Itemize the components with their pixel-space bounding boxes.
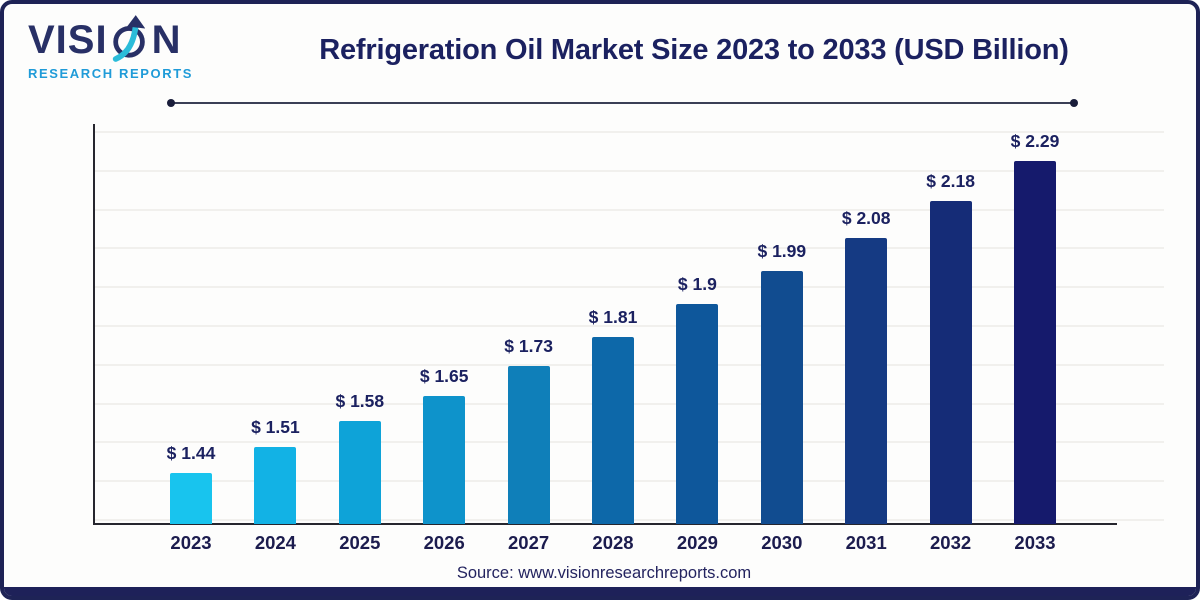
footer-bar <box>4 587 1196 596</box>
bar <box>170 472 212 524</box>
vision-wordmark: VISI N <box>28 14 218 64</box>
bar <box>929 201 972 524</box>
bar <box>592 337 634 524</box>
bar-value-label: $ 2.08 <box>841 208 891 228</box>
bar-year-label: 2028 <box>592 532 634 553</box>
bar-value-label: $ 1.99 <box>757 241 807 261</box>
bar <box>845 238 888 524</box>
gridline <box>94 169 1164 172</box>
bar-value-label: $ 1.44 <box>166 442 216 463</box>
logo-subtitle: RESEARCH REPORTS <box>28 66 194 81</box>
gridline <box>94 286 1164 289</box>
bar <box>338 421 381 524</box>
bar-value-label: $ 1.73 <box>504 336 553 357</box>
gridline <box>94 325 1164 327</box>
gridline <box>94 131 1164 133</box>
bar <box>676 304 719 524</box>
divider-dot-left <box>167 99 175 107</box>
bar <box>507 366 550 524</box>
bar <box>423 395 466 524</box>
source-text: Source: www.visionresearchreports.com <box>456 564 752 582</box>
bar-value-label: $ 2.18 <box>926 171 975 192</box>
divider-dot-right <box>1070 99 1078 107</box>
bar <box>760 271 803 524</box>
x-axis-line <box>93 523 1117 525</box>
title-divider <box>167 99 1078 107</box>
page-title: Refrigeration Oil Market Size 2023 to 20… <box>319 34 1069 66</box>
logo-arrow-icon <box>109 14 151 62</box>
wordmark-end: N <box>151 18 182 62</box>
bar-year-label: 2023 <box>170 532 212 553</box>
gridline <box>94 247 1164 250</box>
bar-year-label: 2025 <box>339 532 381 553</box>
bar-year-label: 2024 <box>254 532 296 553</box>
logo: VISI N RESEARCH REPORTS <box>28 14 218 81</box>
bar-year-label: 2031 <box>845 532 887 553</box>
bar-value-label: $ 1.58 <box>335 391 385 412</box>
bar-chart: $ 1.44 2023 $ 1.51 2024 $ 1.58 2025 $ 1.65 2026… <box>4 4 1196 596</box>
wordmark-start: VISI <box>28 18 108 62</box>
bar-value-label: $ 1.51 <box>251 417 300 437</box>
bar-value-label: $ 2.29 <box>1010 131 1060 151</box>
bar-year-label: 2033 <box>1014 532 1056 553</box>
y-axis-line <box>93 124 95 524</box>
bar-year-label: 2030 <box>761 532 803 553</box>
bar-year-label: 2027 <box>508 532 550 553</box>
gridline <box>94 208 1164 211</box>
bar-year-label: 2026 <box>423 532 465 553</box>
bar <box>1014 161 1056 524</box>
bar-year-label: 2029 <box>676 532 718 553</box>
bar-value-label: $ 1.81 <box>588 307 638 327</box>
bar-value-label: $ 1.65 <box>419 365 469 386</box>
bar <box>254 447 297 524</box>
bar-value-label: $ 1.9 <box>677 274 717 294</box>
bar-year-label: 2032 <box>930 532 972 553</box>
